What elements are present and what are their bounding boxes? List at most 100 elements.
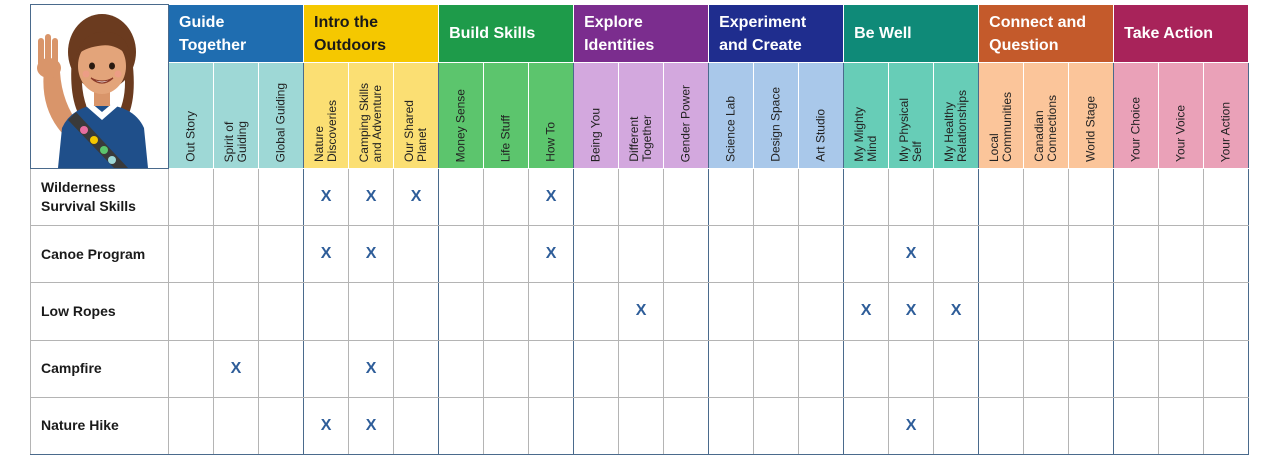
check-mark: X (348, 225, 395, 284)
subtheme-header: Science Lab (708, 62, 755, 169)
subtheme-header: Gender Power (663, 62, 710, 169)
subtheme-label: Your Action (1218, 101, 1233, 162)
empty-cell (798, 339, 845, 398)
theme-header: Take Action (1113, 4, 1250, 63)
empty-cell (213, 167, 259, 227)
empty-cell (257, 225, 305, 284)
check-mark: X (393, 167, 440, 227)
subtheme-label: Your Voice (1173, 105, 1188, 162)
empty-cell (483, 396, 530, 456)
empty-cell (1203, 225, 1250, 284)
subtheme-header: Design Space (753, 62, 800, 169)
empty-cell (393, 396, 440, 456)
empty-cell (528, 396, 575, 456)
empty-cell (483, 225, 530, 284)
empty-cell (168, 396, 214, 456)
theme-header: Experiment and Create (708, 4, 845, 63)
empty-cell (1068, 396, 1115, 456)
empty-cell (708, 339, 755, 398)
subtheme-label: Global Guiding (273, 82, 288, 162)
empty-cell (708, 282, 755, 341)
activity-row: Low Ropes X X X X (30, 282, 1250, 341)
check-mark: X (213, 339, 259, 398)
empty-cell (1023, 339, 1070, 398)
empty-cell (1068, 339, 1115, 398)
empty-cell (708, 167, 755, 227)
check-mark: X (528, 167, 575, 227)
check-mark: X (888, 225, 935, 284)
subtheme-header: Your Voice (1158, 62, 1205, 169)
empty-cell (888, 339, 935, 398)
empty-cell (168, 282, 214, 341)
empty-cell (618, 225, 665, 284)
subtheme-label: Local Communities (987, 91, 1015, 162)
subtheme-header: Your Choice (1113, 62, 1160, 169)
empty-cell (1113, 339, 1160, 398)
empty-cell (348, 282, 395, 341)
check-mark: X (303, 225, 350, 284)
check-mark: X (843, 282, 890, 341)
empty-cell (573, 282, 620, 341)
empty-cell (933, 339, 980, 398)
empty-cell (1068, 225, 1115, 284)
empty-cell (573, 225, 620, 284)
empty-cell (933, 167, 980, 227)
subtheme-label: Canadian Connections (1032, 95, 1060, 162)
subtheme-label: Out Story (183, 111, 198, 162)
empty-cell (483, 282, 530, 341)
theme-header: Guide Together (167, 4, 305, 63)
subtheme-header: Spirit of Guiding (213, 62, 259, 169)
logo-cell (30, 4, 169, 169)
check-mark: X (888, 396, 935, 456)
empty-cell (1203, 396, 1250, 456)
empty-cell (303, 282, 350, 341)
empty-cell (438, 396, 485, 456)
empty-cell (528, 282, 575, 341)
empty-cell (1203, 167, 1250, 227)
subtheme-header: My Mighty Mind (843, 62, 890, 169)
empty-cell (933, 225, 980, 284)
empty-cell (1023, 225, 1070, 284)
activity-name: Wilderness Survival Skills (30, 167, 169, 227)
theme-header: Explore Identities (573, 4, 710, 63)
empty-cell (1023, 167, 1070, 227)
empty-cell (483, 167, 530, 227)
subtheme-label: Money Sense (453, 88, 468, 162)
subtheme-header: Money Sense (438, 62, 485, 169)
empty-cell (213, 225, 259, 284)
empty-cell (213, 282, 259, 341)
empty-cell (663, 339, 710, 398)
empty-cell (708, 225, 755, 284)
empty-cell (168, 167, 214, 227)
empty-cell (168, 339, 214, 398)
check-mark: X (528, 225, 575, 284)
activity-name: Campfire (30, 339, 169, 398)
empty-cell (1113, 282, 1160, 341)
empty-cell (978, 282, 1025, 341)
empty-cell (1068, 282, 1115, 341)
empty-cell (257, 396, 305, 456)
empty-cell (708, 396, 755, 456)
subtheme-label: World Stage (1083, 96, 1098, 162)
subtheme-header: Canadian Connections (1023, 62, 1070, 169)
empty-cell (438, 339, 485, 398)
empty-cell (933, 396, 980, 456)
activity-row: Campfire X X (30, 339, 1250, 398)
check-mark: X (303, 167, 350, 227)
subtheme-header: Nature Discoveries (303, 62, 350, 169)
empty-cell (798, 282, 845, 341)
empty-cell (1158, 225, 1205, 284)
empty-cell (1113, 225, 1160, 284)
check-mark: X (888, 282, 935, 341)
subtheme-label: Nature Discoveries (312, 99, 340, 162)
subtheme-header: World Stage (1068, 62, 1115, 169)
check-mark: X (348, 396, 395, 456)
subtheme-label: Spirit of Guiding (222, 120, 249, 162)
empty-cell (843, 225, 890, 284)
empty-cell (618, 396, 665, 456)
empty-cell (798, 396, 845, 456)
empty-cell (978, 225, 1025, 284)
subtheme-header: My Physical Self (888, 62, 935, 169)
empty-cell (438, 167, 485, 227)
subtheme-header: Local Communities (978, 62, 1025, 169)
